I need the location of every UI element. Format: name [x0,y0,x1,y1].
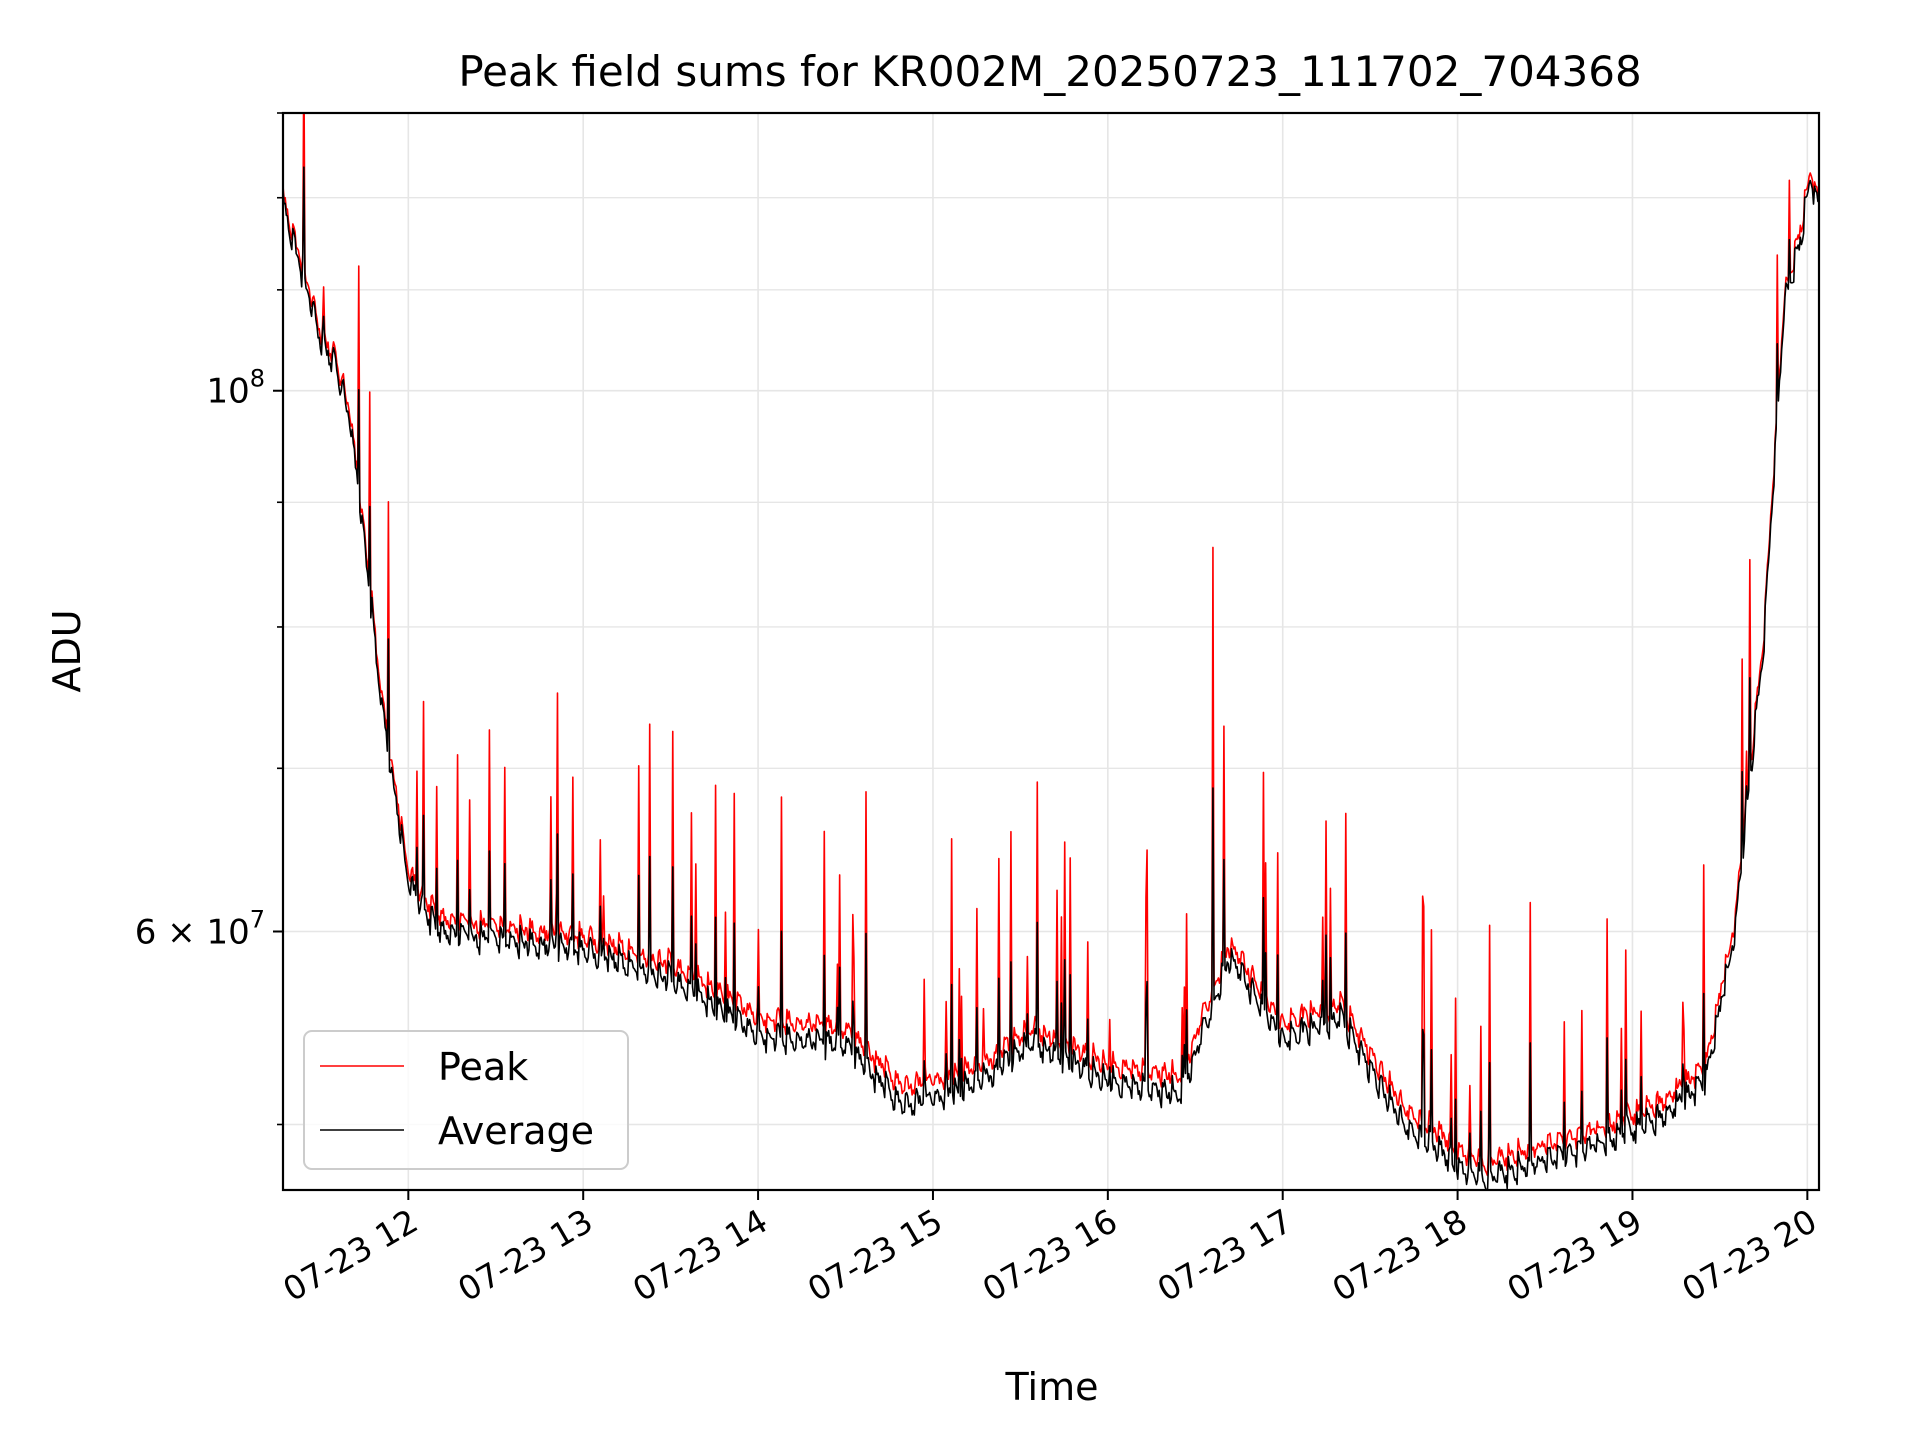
y-tick-label: 108 [206,365,265,412]
legend: Peak Average [303,1030,629,1170]
plot-area [283,113,1819,1190]
series-lines [283,113,1819,1190]
y-axis-label: ADU [45,609,89,692]
y-tick-labels: 6 × 107 108 [135,365,265,953]
plot-frame [281,111,1821,1192]
chart-title: Peak field sums for KR002M_20250723_1117… [458,47,1641,96]
legend-label-peak: Peak [438,1045,528,1089]
legend-label-average: Average [438,1109,594,1153]
gridlines [283,112,1819,1190]
x-axis-label: Time [1005,1365,1099,1409]
y-tick-label: 6 × 107 [135,905,265,952]
series-line-average [283,166,1819,1190]
